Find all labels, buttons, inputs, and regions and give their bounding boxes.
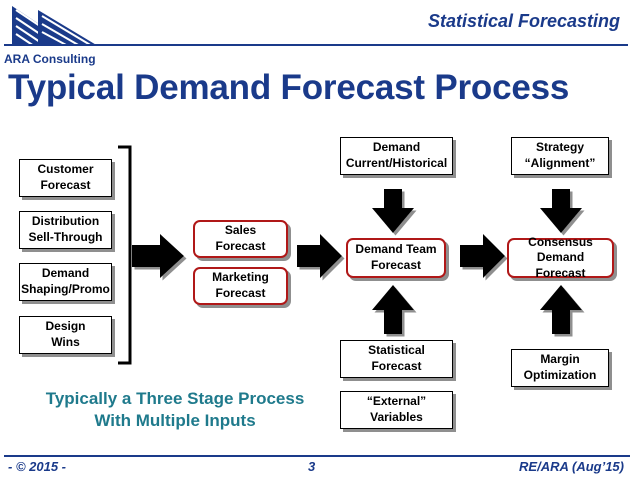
page-title: Typical Demand Forecast Process [8, 68, 570, 107]
consensus-demand-forecast-box: Consensus Demand Forecast [507, 235, 614, 280]
process-subtitle: Typically a Three Stage Process With Mul… [20, 388, 330, 432]
external-variables-box: “External” Variables [340, 391, 453, 429]
statistical-forecast-box: Statistical Forecast [340, 340, 453, 378]
input-demand-shaping: Demand Shaping/Promo [19, 263, 112, 301]
footer-divider [4, 455, 630, 457]
arrow-team-to-consensus [460, 234, 505, 278]
input-design-wins: Design Wins [19, 316, 112, 354]
margin-optimization-box: Margin Optimization [511, 349, 609, 387]
arrow-sales-to-team [297, 234, 342, 278]
arrow-margin-up [540, 285, 582, 334]
subtitle-line-1: Typically a Three Stage Process [45, 389, 305, 408]
demand-history-box: Demand Current/Historical [340, 137, 453, 175]
footer-page-number: 3 [308, 459, 316, 474]
header-title: Statistical Forecasting [427, 11, 620, 31]
arrow-history-down [372, 189, 414, 233]
strategy-alignment-box: Strategy “Alignment” [511, 137, 609, 175]
footer-copyright: - © 2015 - [8, 459, 66, 474]
arrow-statistical-up [372, 285, 414, 334]
arrow-strategy-down [540, 189, 582, 233]
company-name: ARA Consulting [4, 52, 96, 66]
footer-reference: RE/ARA (Aug’15) [519, 459, 624, 474]
subtitle-line-2: With Multiple Inputs [94, 411, 256, 431]
input-distribution-sell-through: Distribution Sell-Through [19, 211, 112, 249]
sales-forecast-box: Sales Forecast [193, 220, 288, 258]
marketing-forecast-box: Marketing Forecast [193, 267, 288, 305]
input-customer-forecast: Customer Forecast [19, 159, 112, 197]
header-divider [4, 44, 628, 46]
arrow-inputs-to-sales [132, 234, 184, 278]
demand-team-forecast-box: Demand Team Forecast [346, 238, 446, 278]
input-bracket [118, 145, 132, 365]
